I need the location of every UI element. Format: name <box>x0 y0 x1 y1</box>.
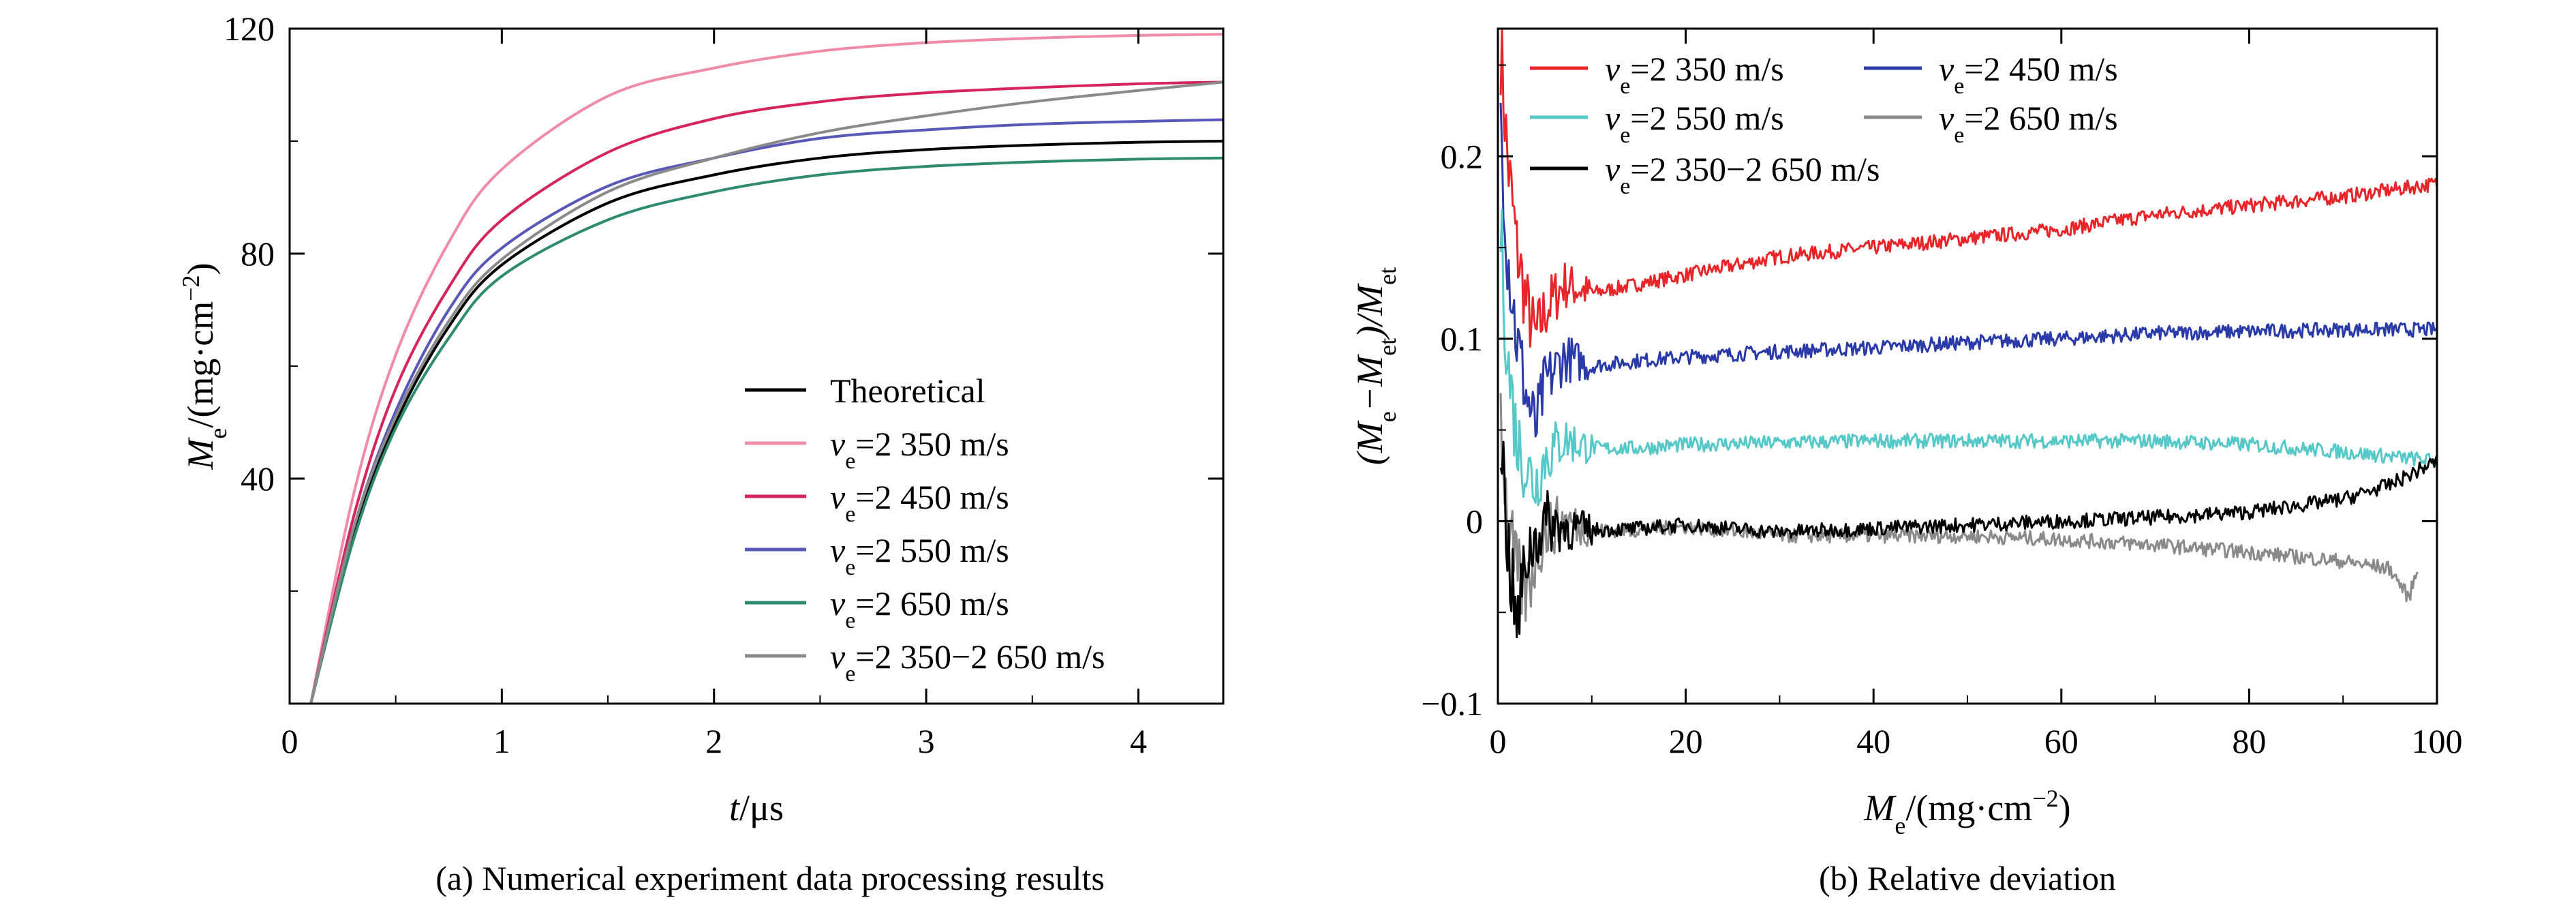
chart-b-x-tick-label: 20 <box>1669 722 1703 760</box>
chart-b-series-ve-2-550-m-s <box>1499 209 2438 507</box>
legend-label: ve=2 650 m/s <box>1939 99 2118 148</box>
chart-a-series-ve-2-450-m-s <box>309 80 1224 704</box>
chart-a-series-theoretical <box>309 140 1224 704</box>
chart-b-x-tick-label: 40 <box>1856 722 1890 760</box>
legend-label: Theoretical <box>830 372 985 410</box>
chart-a-y-tick-label: 80 <box>241 235 275 273</box>
legend-label: ve=2 350−2 650 m/s <box>830 637 1105 687</box>
legend-label: ve=2 350 m/s <box>1605 50 1784 99</box>
chart-a-legend: Theoretical ve=2 350 m/s ve=2 450 m/s ve… <box>745 372 1105 687</box>
chart-b-legend-entry-ve-2350: ve=2 350 m/s <box>1530 50 1784 99</box>
chart-b-x-tick-label: 100 <box>2412 722 2463 760</box>
chart-b-x-tick-label: 60 <box>2044 722 2079 760</box>
chart-b-legend-entry-ve-2650: ve=2 650 m/s <box>1864 99 2118 148</box>
chart-a-x-axis-label: t/μs <box>729 787 784 828</box>
chart-a-legend-entry-ve-2450: ve=2 450 m/s <box>745 478 1009 527</box>
chart-a-y-tick-label: 120 <box>224 10 275 48</box>
chart-a-x-tick-label: 1 <box>493 722 510 760</box>
chart-b-legend: ve=2 350 m/s ve=2 450 m/s ve=2 550 m/s v… <box>1530 50 2118 199</box>
chart-b-lines <box>1499 28 2438 639</box>
legend-label: ve=2 450 m/s <box>830 478 1009 527</box>
chart-a-series-ve-2-350-2-650-m-s <box>309 80 1224 704</box>
chart-b-legend-entry-ve-2550: ve=2 550 m/s <box>1530 99 1784 148</box>
chart-a-lines <box>309 33 1224 704</box>
legend-label: ve=2 350−2 650 m/s <box>1605 150 1880 199</box>
chart-a-y-tick-label: 40 <box>241 460 275 498</box>
chart-a-legend-entry-theoretical: Theoretical <box>745 372 985 410</box>
chart-a-y-axis-label: Me/(mg·cm−2) <box>177 262 232 470</box>
chart-b-y-tick-label: 0 <box>1466 502 1483 540</box>
chart-b-x-tick-label: 80 <box>2232 722 2266 760</box>
chart-b-y-tick-label: 0.2 <box>1441 137 1484 175</box>
chart-a-caption: (a) Numerical experiment data processing… <box>435 859 1105 897</box>
chart-a-legend-entry-ve-2650: ve=2 650 m/s <box>745 584 1009 633</box>
chart-b-y-axis-label: (Me−Met)/Met <box>1349 267 1401 465</box>
chart-b-caption: (b) Relative deviation <box>1819 859 2116 897</box>
chart-b-axis-ticks: 0 20 40 60 80 100−0.100.10.2 <box>1421 29 2463 760</box>
legend-label: ve=2 550 m/s <box>830 531 1009 580</box>
chart-a-x-tick-label: 0 <box>281 722 298 760</box>
legend-label: ve=2 450 m/s <box>1939 50 2118 99</box>
chart-a: 0 1 2 3 4 40 80 120 Me/(mg·cm−2) t/μs Theoretic… <box>177 10 1225 897</box>
chart-b-series-ve-2-450-m-s <box>1499 102 2438 438</box>
chart-b-legend-entry-ve-2450: ve=2 450 m/s <box>1864 50 2118 99</box>
chart-b-legend-entry-ve-range: ve=2 350−2 650 m/s <box>1530 150 1880 199</box>
chart-a-series-ve-2-650-m-s <box>309 156 1224 704</box>
legend-label: ve=2 350 m/s <box>830 425 1009 474</box>
chart-b-y-tick-label: 0.1 <box>1441 320 1484 358</box>
chart-a-x-tick-label: 2 <box>705 722 722 760</box>
chart-a-x-tick-label: 4 <box>1130 722 1147 760</box>
chart-b-series-ve-2-650-m-s <box>1499 393 2419 622</box>
legend-label: ve=2 550 m/s <box>1605 99 1784 148</box>
chart-a-legend-entry-ve-range: ve=2 350−2 650 m/s <box>745 637 1105 687</box>
chart-b-series-ve-2-350-2-650-m-s <box>1499 440 2438 639</box>
chart-b-series-ve-2-350-m-s <box>1499 28 2438 348</box>
chart-b-x-tick-label: 0 <box>1490 722 1507 760</box>
chart-b: 0 20 40 60 80 100−0.100.10.2 (Me−Met)/Met Me/… <box>1349 27 2463 897</box>
chart-a-series-ve-2-350-m-s <box>309 33 1224 704</box>
chart-b-x-axis-label: Me/(mg·cm−2) <box>1863 785 2070 839</box>
chart-a-legend-entry-ve-2550: ve=2 550 m/s <box>745 531 1009 580</box>
legend-label: ve=2 650 m/s <box>830 584 1009 633</box>
chart-a-legend-entry-ve-2350: ve=2 350 m/s <box>745 425 1009 474</box>
chart-a-x-tick-label: 3 <box>918 722 935 760</box>
chart-a-axis-ticks: 0 1 2 3 4 40 80 120 <box>224 10 1223 760</box>
chart-b-y-tick-label: −0.1 <box>1421 685 1483 723</box>
